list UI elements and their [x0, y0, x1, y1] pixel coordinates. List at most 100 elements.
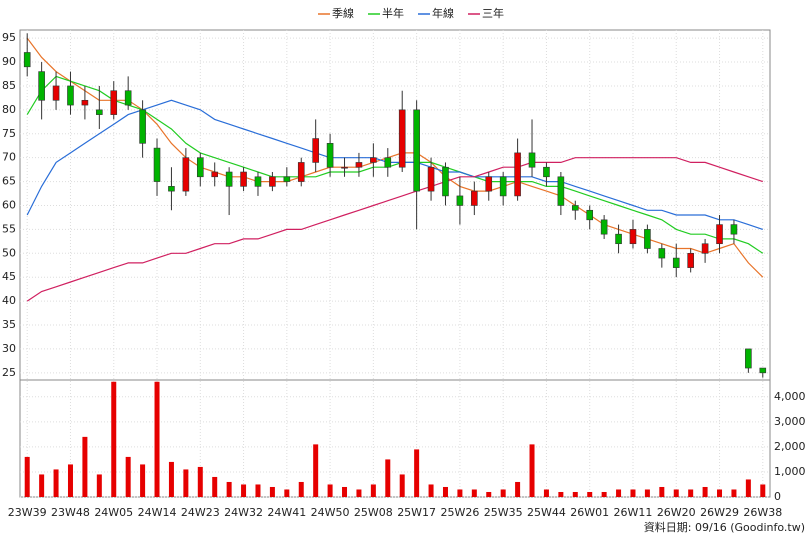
volume-bar: [327, 484, 333, 497]
candle-body: [557, 176, 565, 206]
volume-bar: [587, 491, 593, 497]
volume-bar: [428, 484, 434, 497]
candle-body: [701, 243, 709, 254]
x-tick-label: 25W35: [484, 506, 523, 519]
candle-body: [211, 171, 219, 178]
volume-bar: [313, 444, 319, 497]
candle-body: [499, 176, 507, 197]
y-tick-label: 90: [2, 55, 16, 68]
volume-bar: [673, 489, 679, 497]
volume-bar: [96, 474, 102, 497]
y-tick-label: 50: [2, 246, 16, 259]
y-tick-label: 95: [2, 31, 16, 44]
volume-bar: [241, 484, 247, 497]
candle-body: [485, 176, 493, 192]
candle-body: [254, 176, 262, 187]
x-tick-label: 25W44: [527, 506, 566, 519]
candle-body: [23, 52, 31, 68]
volume-bar: [370, 484, 376, 497]
volume-bar: [53, 469, 59, 497]
y2-tick-label: 4,000: [774, 390, 806, 403]
x-tick-label: 24W41: [267, 506, 306, 519]
volume-bar: [442, 486, 448, 497]
x-tick-label: 23W39: [8, 506, 47, 519]
candle-body: [687, 252, 694, 268]
candle-body: [600, 219, 608, 235]
candle-body: [269, 176, 276, 187]
y-tick-label: 75: [2, 127, 16, 140]
volume-bar: [197, 466, 203, 497]
volume-bar: [24, 456, 30, 497]
source-note: 資料日期: 09/16 (Goodinfo.tw): [644, 520, 805, 534]
volume-bar: [601, 491, 607, 497]
y-tick-label: 35: [2, 318, 16, 331]
candle-body: [139, 109, 146, 144]
candle-body: [615, 233, 622, 245]
candle-body: [514, 152, 521, 197]
volume-bar: [702, 486, 708, 497]
candle-body: [67, 85, 74, 106]
volume-bar: [284, 489, 290, 497]
volume-bar: [543, 489, 549, 497]
y2-tick-label: 3,000: [774, 415, 806, 428]
x-tick-label: 26W01: [570, 506, 609, 519]
x-tick-label: 26W20: [657, 506, 696, 519]
volume-bar: [82, 436, 88, 497]
legend-label: 季線: [332, 6, 354, 20]
candle-body: [730, 224, 738, 235]
candle-body: [153, 147, 161, 182]
candle-body: [225, 171, 233, 187]
candle-body: [629, 229, 637, 245]
volume-bar: [399, 474, 405, 497]
x-tick-label: 24W23: [181, 506, 220, 519]
y2-tick-label: 2,000: [774, 440, 806, 453]
x-tick-label: 26W29: [700, 506, 739, 519]
volume-bar: [226, 481, 232, 497]
y-tick-label: 85: [2, 79, 16, 92]
volume-bar: [298, 481, 304, 497]
candle-body: [442, 166, 449, 197]
y-tick-label: 40: [2, 294, 16, 307]
candle-body: [182, 157, 190, 192]
volume-bar: [140, 464, 146, 497]
legend-label: 三年: [482, 6, 504, 20]
candle-body: [571, 205, 579, 211]
ma-line: [26, 75, 764, 254]
volume-bar: [255, 484, 261, 497]
candle-body: [528, 152, 536, 168]
volume-bar: [39, 474, 45, 497]
volume-bar: [688, 489, 694, 497]
volume-bar: [529, 444, 535, 497]
volume-bar: [659, 486, 665, 497]
candle-body: [658, 248, 666, 259]
volume-bar: [500, 489, 506, 497]
volume-bar: [515, 481, 521, 497]
volume-bar: [731, 489, 737, 497]
volume-bar: [572, 491, 578, 497]
candle-body: [456, 195, 464, 206]
y-tick-label: 55: [2, 222, 16, 235]
candle-body: [586, 209, 594, 221]
legend-label: 年線: [432, 6, 454, 20]
y-tick-label: 25: [2, 366, 16, 379]
candle-body: [168, 186, 175, 192]
candle-body: [326, 143, 334, 168]
y2-tick-label: 0: [774, 490, 781, 503]
ma-line: [26, 99, 763, 230]
volume-bar: [558, 491, 564, 497]
candle-body: [297, 162, 305, 182]
x-tick-label: 23W48: [51, 506, 90, 519]
y-tick-label: 65: [2, 175, 16, 188]
ma-line: [26, 37, 764, 278]
volume-bar: [125, 456, 131, 497]
volume-bar: [385, 459, 391, 497]
y2-tick-label: 1,000: [774, 465, 806, 478]
x-tick-label: 25W08: [354, 506, 393, 519]
x-tick-label: 24W50: [311, 506, 350, 519]
candle-body: [196, 157, 204, 178]
candle-body: [81, 99, 89, 106]
volume-bar: [630, 489, 636, 497]
x-tick-label: 24W14: [138, 506, 177, 519]
x-tick-label: 24W05: [94, 506, 133, 519]
candle-body: [759, 367, 767, 374]
